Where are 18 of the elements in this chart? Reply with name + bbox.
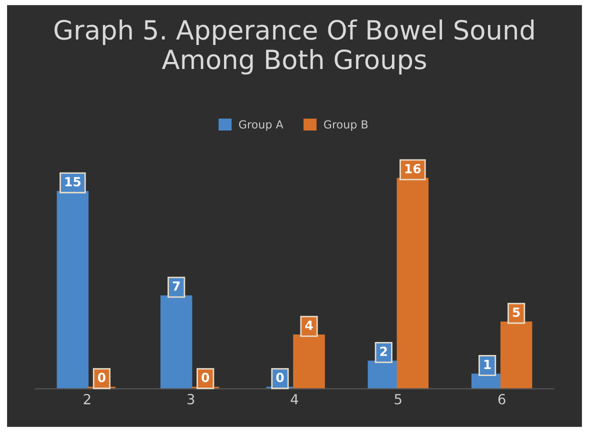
data-label: 4 <box>305 320 313 330</box>
data-label: 7 <box>172 282 180 291</box>
x-tick-label: 4 <box>290 394 298 404</box>
data-label: 1 <box>484 360 491 369</box>
data-label: 0 <box>202 372 210 382</box>
data-label: 16 <box>405 164 421 174</box>
data-label: 0 <box>276 372 284 382</box>
x-tick-label: 3 <box>187 394 194 404</box>
data-label: 5 <box>512 308 520 317</box>
data-label: 15 <box>65 177 81 186</box>
data-label: 0 <box>98 372 106 382</box>
legend-label: Group B <box>324 120 368 131</box>
x-tick-label: 6 <box>498 394 506 404</box>
data-label: 2 <box>380 346 387 356</box>
legend-label: Group A <box>239 120 284 131</box>
x-tick-label: 5 <box>394 394 402 404</box>
x-tick-label: 2 <box>84 394 90 404</box>
chart-title: Graph 5. Apperance Of Bowel Sound Among Both Groups <box>54 19 534 75</box>
